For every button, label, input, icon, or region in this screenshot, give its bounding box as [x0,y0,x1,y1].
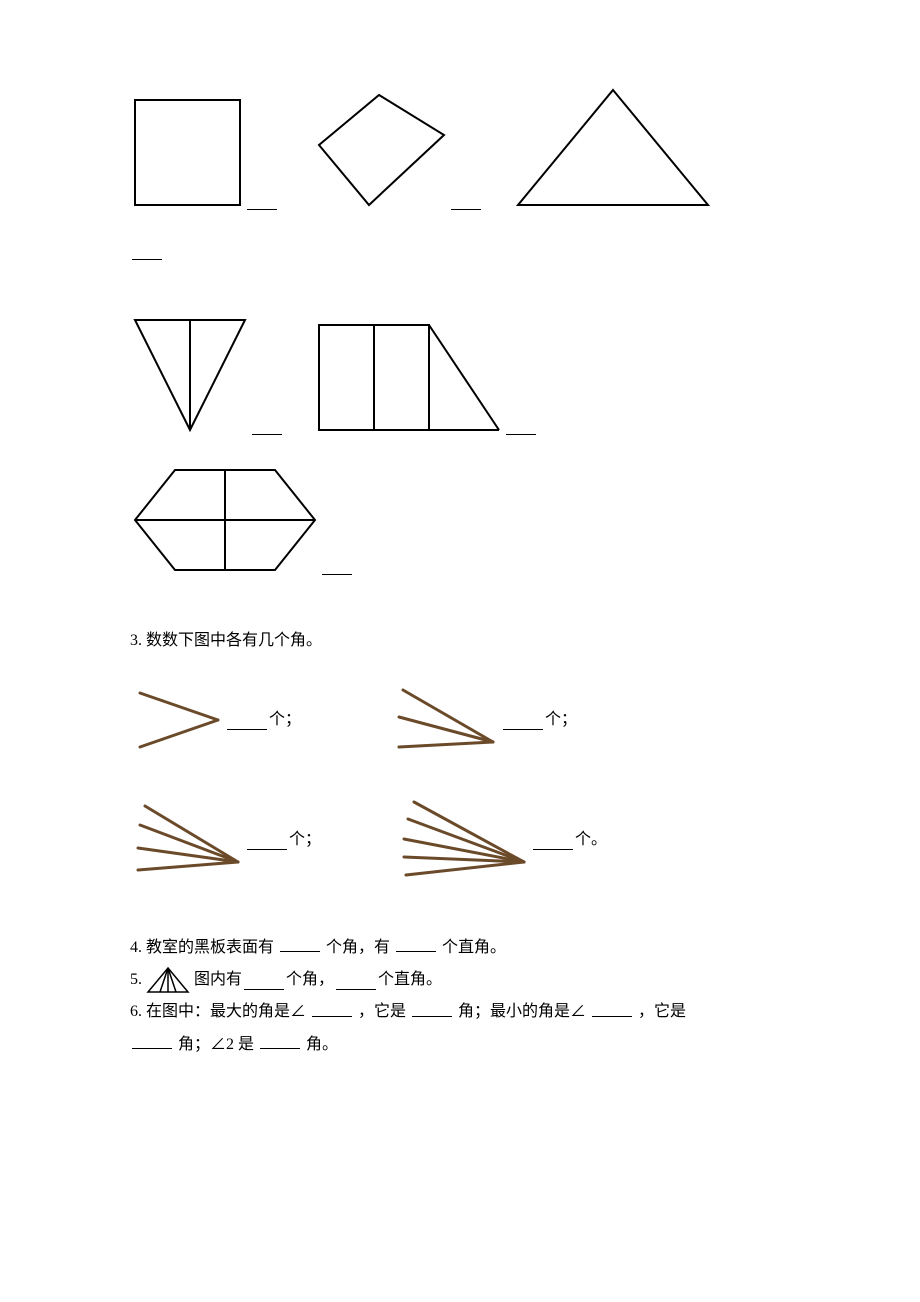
q6-text-b: ，它是 [358,1004,406,1021]
hex-cross-icon [130,465,320,575]
triangle-icon [513,80,713,210]
blank-q6-3[interactable] [592,996,632,1016]
blank-triangle[interactable] [132,240,162,260]
q3-unit-2: 个 [545,704,561,736]
q5: 5. 图内有 个角， 个直角。 [130,964,790,996]
q3-item-3: 个 ； [130,800,321,880]
blank-q3-4[interactable] [533,830,573,850]
q3-unit-3: 个 [289,824,305,856]
angle-5rays-icon [396,797,531,882]
worksheet-page: 3. 数数下图中各有几个角。 个 ； [0,0,920,1161]
shape-row-1 [130,80,790,210]
q6: 6. 在图中：最大的角是∠ ，它是 角；最小的角是∠ ，它是 角；∠2 是 角。 [130,996,790,1060]
q3-sep-1: ； [285,704,301,736]
blank-q6-2[interactable] [412,996,452,1016]
q6-text-a: 6. 在图中：最大的角是∠ [130,1004,306,1021]
q4-text-b: 个角，有 [326,939,390,956]
q3-unit-1: 个 [269,704,285,736]
blank-q6-4[interactable] [132,1029,172,1049]
blank-q4-1[interactable] [280,932,320,952]
angle-2rays-icon [130,685,225,755]
q4-text-c: 个直角。 [442,939,506,956]
q5-text-c: 个角， [286,964,334,996]
q3-item-1: 个 ； [130,685,301,755]
rect-triangle-icon [314,320,504,435]
q6-text-d: ，它是 [638,1004,686,1021]
angle-4rays-icon [130,800,245,880]
blank-q3-1[interactable] [227,710,267,730]
shape-item-triangle [513,80,713,210]
blank-q3-3[interactable] [247,830,287,850]
blank-rect-triangle[interactable] [506,415,536,435]
blank-hex-cross[interactable] [322,555,352,575]
square-icon [130,95,245,210]
blank-square[interactable] [247,190,277,210]
q6-text-c: 角；最小的角是∠ [458,1004,586,1021]
shape-item-square [130,95,279,210]
q3-title: 3. 数数下图中各有几个角。 [130,625,790,657]
blank-q5-2[interactable] [336,970,376,990]
q3-sep-2: ； [561,704,577,736]
blank-inv-triangle[interactable] [252,415,282,435]
shape-item-rect-triangle [314,320,538,435]
blank-tilted-quad[interactable] [451,190,481,210]
shape-item-inverted-triangle [130,315,284,435]
blank-q3-2[interactable] [503,710,543,730]
blank-q4-2[interactable] [396,932,436,952]
shape-row-3 [130,465,790,575]
tilted-quad-icon [309,90,449,210]
q3-sep-3: ； [305,824,321,856]
angle-3rays-icon [391,682,501,757]
q5-small-triangle-icon [146,966,190,994]
blank-q6-5[interactable] [260,1029,300,1049]
extra-blank-row [130,240,790,265]
q5-text-b: 图内有 [194,964,242,996]
q5-text-a: 5. [130,964,142,996]
shape-item-tilted-quad [309,90,483,210]
shape-row-2 [130,315,790,435]
q4: 4. 教室的黑板表面有 个角，有 个直角。 [130,932,790,964]
q3-row-2: 个 ； 个 。 [130,797,790,882]
blank-q6-1[interactable] [312,996,352,1016]
q4-text-a: 4. 教室的黑板表面有 [130,939,274,956]
q6-text-e: 角；∠2 是 [178,1036,254,1053]
q5-text-d: 个直角。 [378,964,442,996]
q3-unit-4: 个 [575,824,591,856]
shape-item-hex-cross [130,465,354,575]
blank-q5-1[interactable] [244,970,284,990]
q3-item-4: 个 。 [396,797,607,882]
inverted-triangle-split-icon [130,315,250,435]
q3-item-2: 个 ； [391,682,577,757]
q3-row-1: 个 ； 个 ； [130,682,790,757]
q6-text-f: 角。 [306,1036,338,1053]
q3-sep-4: 。 [591,824,607,856]
